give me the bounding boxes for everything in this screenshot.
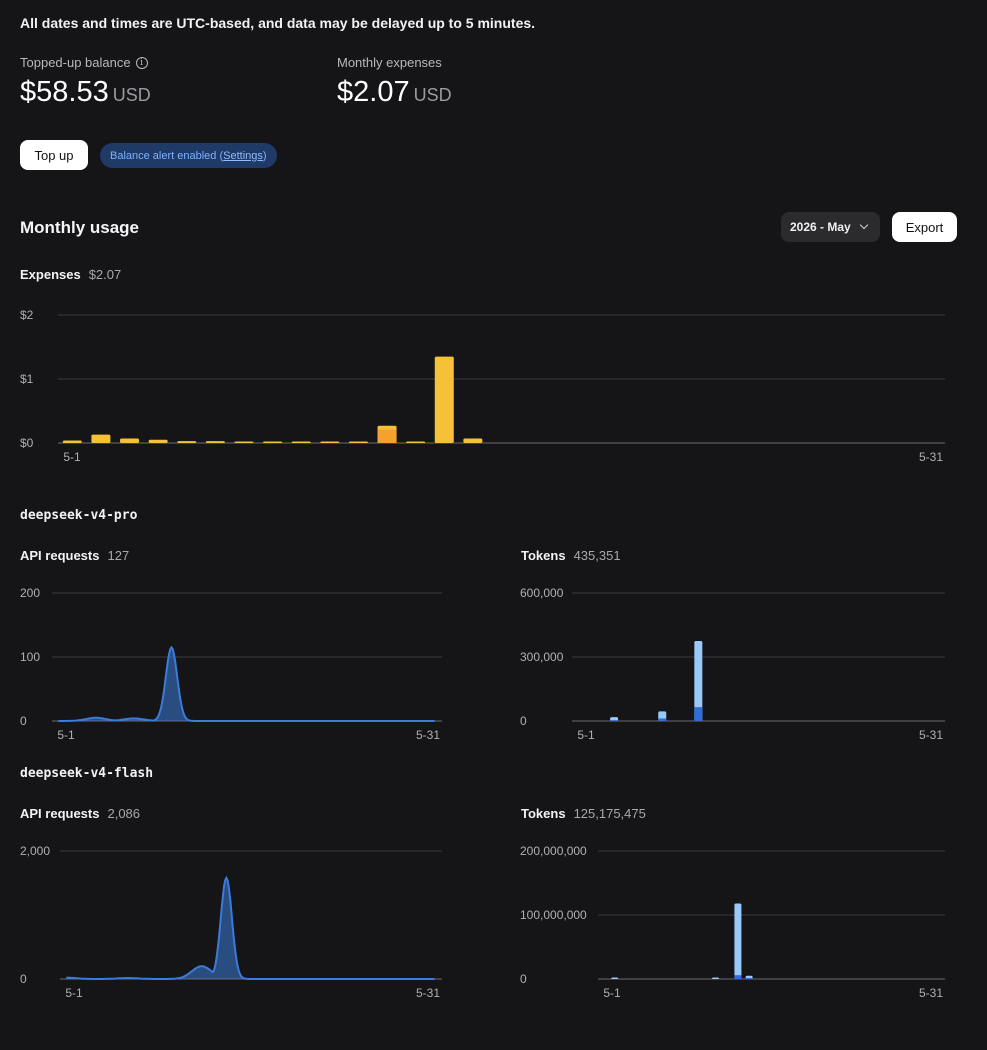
x-tick-label: 5-31 <box>416 986 440 1000</box>
expenses-metric-label: Expenses <box>20 267 81 282</box>
bar <box>91 434 111 443</box>
y-tick-label: $2 <box>20 308 34 322</box>
balance-alert-badge: Balance alert enabled (Settings) <box>100 143 277 168</box>
monthly-usage-title: Monthly usage <box>20 218 140 237</box>
bar-segment <box>658 718 667 721</box>
bar <box>712 977 720 979</box>
pro-requests-metric: API requests 127 <box>20 548 129 563</box>
y-tick-label: 600,000 <box>520 586 564 600</box>
balance-alert-text: Balance alert enabled ( <box>110 149 224 162</box>
flash-tokens-value: 125,175,475 <box>573 806 646 821</box>
series-line <box>66 875 435 980</box>
y-tick-label: 0 <box>20 714 27 728</box>
y-tick-label: 100,000,000 <box>520 908 587 922</box>
period-select-value: 2026 - May <box>790 220 851 234</box>
pro-tokens-metric: Tokens 435,351 <box>521 548 621 563</box>
balance-unit: USD <box>112 85 151 105</box>
model-name-pro: deepseek-v4-pro <box>20 508 138 523</box>
x-tick-label: 5-31 <box>919 986 943 1000</box>
bar <box>263 441 283 443</box>
x-tick-label: 5-1 <box>603 986 621 1000</box>
y-tick-label: 100 <box>20 650 40 664</box>
y-tick-label: 200,000,000 <box>520 844 587 858</box>
expenses-label: Monthly expenses <box>337 55 442 70</box>
bar <box>463 438 483 443</box>
pro-requests-label: API requests <box>20 548 100 563</box>
pro-requests-value: 127 <box>107 548 130 563</box>
flash-requests-value: 2,086 <box>107 806 141 821</box>
bar-segment <box>377 429 397 443</box>
bar <box>205 441 225 443</box>
x-tick-label: 5-1 <box>57 728 75 742</box>
flash-tokens-metric: Tokens 125,175,475 <box>521 806 646 821</box>
balance-label: Topped-up balance <box>20 55 131 70</box>
expenses-metric-value: $2.07 <box>88 267 122 282</box>
export-button[interactable]: Export <box>892 212 957 242</box>
bar <box>120 438 140 443</box>
x-tick-label: 5-1 <box>65 986 83 1000</box>
y-tick-label: 2,000 <box>20 844 50 858</box>
x-tick-label: 5-31 <box>416 728 440 742</box>
bar <box>694 641 703 721</box>
bar <box>611 977 619 979</box>
flash-tokens-label: Tokens <box>521 806 566 821</box>
data-delay-notice: All dates and times are UTC-based, and d… <box>20 15 536 31</box>
y-tick-label: 200 <box>20 586 40 600</box>
y-tick-label: 300,000 <box>520 650 564 664</box>
bar <box>406 441 426 443</box>
bar <box>610 717 619 721</box>
top-up-button[interactable]: Top up <box>20 140 88 170</box>
y-tick-label: 0 <box>20 972 27 986</box>
bar-segment <box>610 720 619 721</box>
bar <box>320 441 340 443</box>
model-name-flash: deepseek-v4-flash <box>20 766 154 781</box>
x-tick-label: 5-31 <box>919 450 943 464</box>
bar <box>234 441 254 443</box>
balance-alert-close: ) <box>262 149 267 162</box>
bar <box>348 441 368 443</box>
bar-segment <box>694 707 703 721</box>
bar <box>734 903 742 979</box>
expenses-metric: Expenses $2.07 <box>20 267 121 282</box>
y-tick-label: $1 <box>20 372 34 386</box>
expenses-unit: USD <box>413 85 452 105</box>
period-select[interactable]: 2026 - May <box>781 212 880 242</box>
y-tick-label: 0 <box>520 714 527 728</box>
area-fill <box>58 647 435 721</box>
bar-segment <box>734 975 742 979</box>
x-tick-label: 5-1 <box>63 450 81 464</box>
x-tick-label: 5-31 <box>919 728 943 742</box>
bar <box>177 441 197 443</box>
alert-settings-link[interactable]: Settings <box>223 149 263 162</box>
y-tick-label: $0 <box>20 436 34 450</box>
balance-amount: $58.53 <box>20 76 109 108</box>
bar <box>291 441 311 443</box>
bar-segment <box>745 978 753 979</box>
info-icon[interactable]: i <box>135 56 148 69</box>
expenses-stat: Monthly expenses $2.07 USD <box>337 55 452 109</box>
pro-tokens-value: 435,351 <box>573 548 621 563</box>
x-tick-label: 5-1 <box>577 728 595 742</box>
y-tick-label: 0 <box>520 972 527 986</box>
flash-requests-metric: API requests 2,086 <box>20 806 140 821</box>
pro-tokens-label: Tokens <box>521 548 566 563</box>
bar <box>148 439 168 443</box>
flash-requests-label: API requests <box>20 806 100 821</box>
expenses-amount: $2.07 <box>337 76 410 108</box>
bar <box>62 440 82 443</box>
area-fill <box>66 877 435 979</box>
balance-stat: Topped-up balance i $58.53 USD <box>20 55 151 109</box>
series-line <box>58 645 435 722</box>
bar <box>434 356 454 443</box>
